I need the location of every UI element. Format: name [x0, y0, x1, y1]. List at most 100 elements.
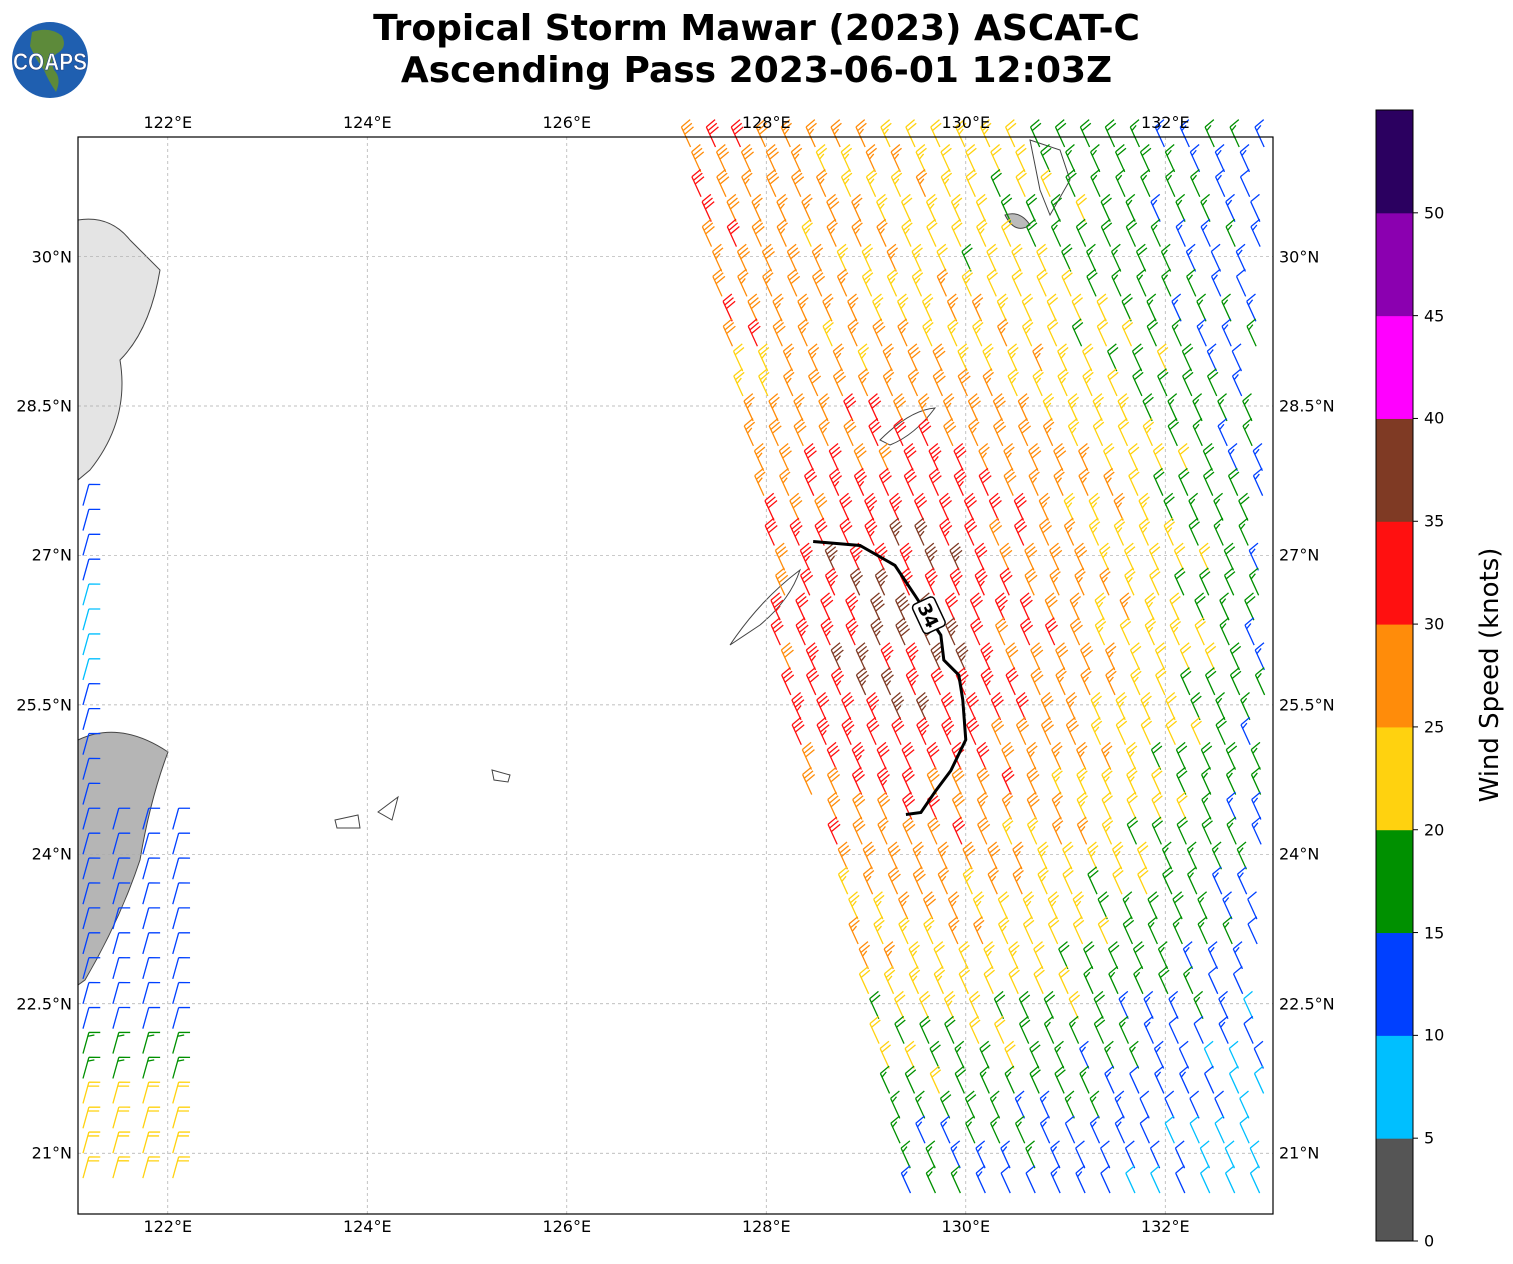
- wind-barb: [1100, 218, 1113, 247]
- wind-barb: [797, 318, 809, 347]
- wind-barb: [1004, 1065, 1015, 1094]
- wind-barb: [726, 193, 740, 222]
- wind-barb: [1114, 1090, 1125, 1119]
- wind-barb: [1132, 368, 1144, 397]
- wind-barb: [840, 144, 853, 173]
- colorbar-segment: [1376, 1035, 1413, 1139]
- wind-barb: [1228, 1065, 1240, 1094]
- wind-barb: [1089, 1115, 1101, 1144]
- wind-barb: [1194, 617, 1206, 646]
- wind-barb: [1047, 916, 1060, 945]
- wind-barb: [82, 732, 101, 755]
- wind-barb: [1143, 990, 1154, 1020]
- wind-barb: [1050, 1165, 1061, 1194]
- wind-barb: [1169, 617, 1182, 646]
- wind-barb: [1040, 716, 1055, 746]
- wind-barb: [1111, 841, 1124, 870]
- wind-barb: [1075, 1140, 1086, 1169]
- wind-barb: [994, 1015, 1006, 1044]
- wind-barb: [898, 916, 910, 945]
- wind-barb: [1169, 592, 1181, 621]
- wind-barb: [1103, 467, 1115, 496]
- wind-barb: [1026, 766, 1040, 795]
- wind-barb: [826, 218, 838, 247]
- lat-tick-left: 30°N: [31, 247, 72, 267]
- wind-barb: [789, 492, 803, 521]
- wind-barb: [913, 492, 928, 521]
- lon-tick-bottom: 130°E: [941, 1217, 991, 1236]
- wind-barb: [1025, 1165, 1036, 1194]
- wind-barb: [1190, 168, 1201, 198]
- wind-barb: [1065, 716, 1079, 746]
- wind-barb: [874, 567, 888, 596]
- wind-barb: [1151, 816, 1164, 845]
- wind-barb: [1193, 990, 1204, 1020]
- wind-barb: [1219, 617, 1230, 646]
- wind-barb: [1008, 966, 1020, 995]
- wind-barb: [976, 766, 990, 795]
- wind-barb: [865, 168, 878, 198]
- wind-barb: [1112, 866, 1124, 895]
- wind-barb: [1146, 318, 1159, 347]
- wind-barb: [1067, 418, 1080, 447]
- wind-barb: [1103, 442, 1115, 472]
- wind-barb: [961, 243, 973, 272]
- wind-barb: [828, 442, 842, 472]
- wind-barb: [1101, 741, 1113, 770]
- wind-barb: [1197, 891, 1208, 920]
- wind-barb: [82, 782, 101, 805]
- wind-barb: [1140, 716, 1153, 746]
- wind-barb: [889, 517, 903, 546]
- wind-barb: [722, 293, 736, 322]
- wind-barb: [801, 741, 815, 770]
- wind-barb: [893, 393, 907, 422]
- wind-barb: [1086, 243, 1097, 272]
- wind-barb: [1029, 1040, 1041, 1069]
- wind-barb: [1168, 1015, 1179, 1044]
- wind-barb: [1039, 1115, 1051, 1144]
- wind-barb: [1019, 617, 1034, 646]
- colorbar-tick-label: 40: [1424, 408, 1445, 428]
- wind-barb: [1193, 1015, 1204, 1044]
- wind-barb: [112, 1131, 131, 1154]
- wind-barb: [1075, 1165, 1086, 1194]
- wind-barb: [1144, 592, 1156, 621]
- wind-barb: [1000, 1140, 1011, 1169]
- wind-barb: [811, 268, 826, 297]
- wind-barb: [172, 1081, 191, 1104]
- wind-barb: [82, 1131, 101, 1154]
- wind-barb: [1199, 1140, 1211, 1169]
- lon-tick-bottom: 124°E: [342, 1217, 392, 1236]
- wind-barb: [873, 916, 885, 945]
- lat-tick-right: 21°N: [1279, 1143, 1320, 1163]
- wind-barb: [172, 1031, 191, 1054]
- wind-barb: [726, 218, 740, 247]
- wind-barb: [1158, 966, 1170, 995]
- wind-barb: [904, 1065, 917, 1094]
- wind-barb: [949, 567, 963, 596]
- wind-barb: [1037, 841, 1049, 870]
- wind-barb: [848, 916, 860, 945]
- wind-barb: [1092, 393, 1104, 422]
- wind-barb: [1026, 741, 1038, 770]
- lat-tick-left: 27°N: [31, 545, 72, 565]
- wind-barb: [112, 932, 131, 955]
- wind-barb: [980, 667, 994, 696]
- wind-barb: [974, 567, 988, 596]
- wind-barb: [951, 791, 965, 820]
- wind-barb: [1021, 318, 1034, 347]
- wind-barb: [911, 243, 923, 272]
- lon-tick-top: 128°E: [741, 113, 791, 132]
- wind-barb: [1211, 841, 1223, 870]
- wind-barb: [975, 1165, 986, 1194]
- amami-island: [879, 407, 937, 446]
- wind-barb: [911, 268, 924, 297]
- wind-barb: [894, 1015, 906, 1044]
- wind-barb: [989, 517, 1003, 546]
- wind-barb: [1099, 542, 1111, 571]
- wind-barb: [793, 393, 805, 422]
- wind-barb: [898, 891, 910, 920]
- wind-barb: [926, 741, 940, 770]
- wind-barb: [112, 1081, 131, 1104]
- wind-barb: [741, 168, 753, 198]
